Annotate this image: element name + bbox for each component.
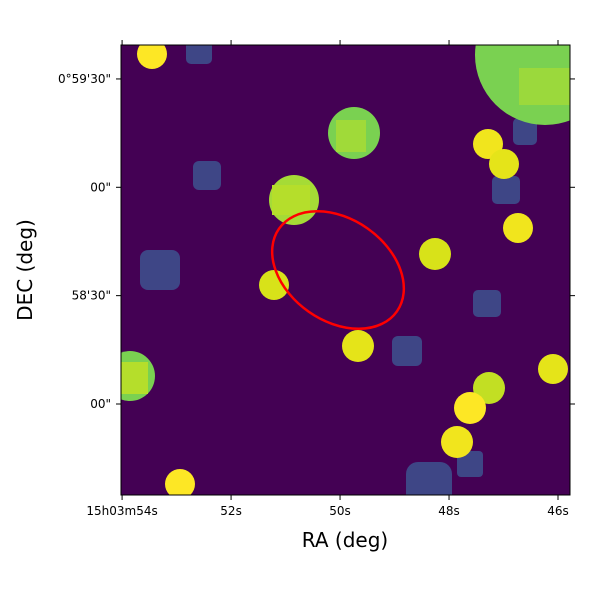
region-ellipse	[270, 210, 406, 330]
x-tick-label: 15h03m54s	[86, 504, 157, 518]
x-tick-label: 48s	[438, 504, 460, 518]
x-tick-label: 52s	[220, 504, 242, 518]
x-tick-label: 46s	[547, 504, 569, 518]
image	[121, 45, 570, 495]
y-axis-label: DEC (deg)	[13, 219, 37, 321]
y-tick-label: 0°59'30"	[58, 72, 111, 86]
y-tick-label: 58'30"	[72, 289, 111, 303]
y-tick-label: 00"	[90, 397, 111, 411]
x-axis-label: RA (deg)	[302, 528, 388, 552]
y-tick-label: 00"	[90, 180, 111, 194]
axes-frame	[120, 44, 571, 496]
x-tick-label: 50s	[329, 504, 351, 518]
